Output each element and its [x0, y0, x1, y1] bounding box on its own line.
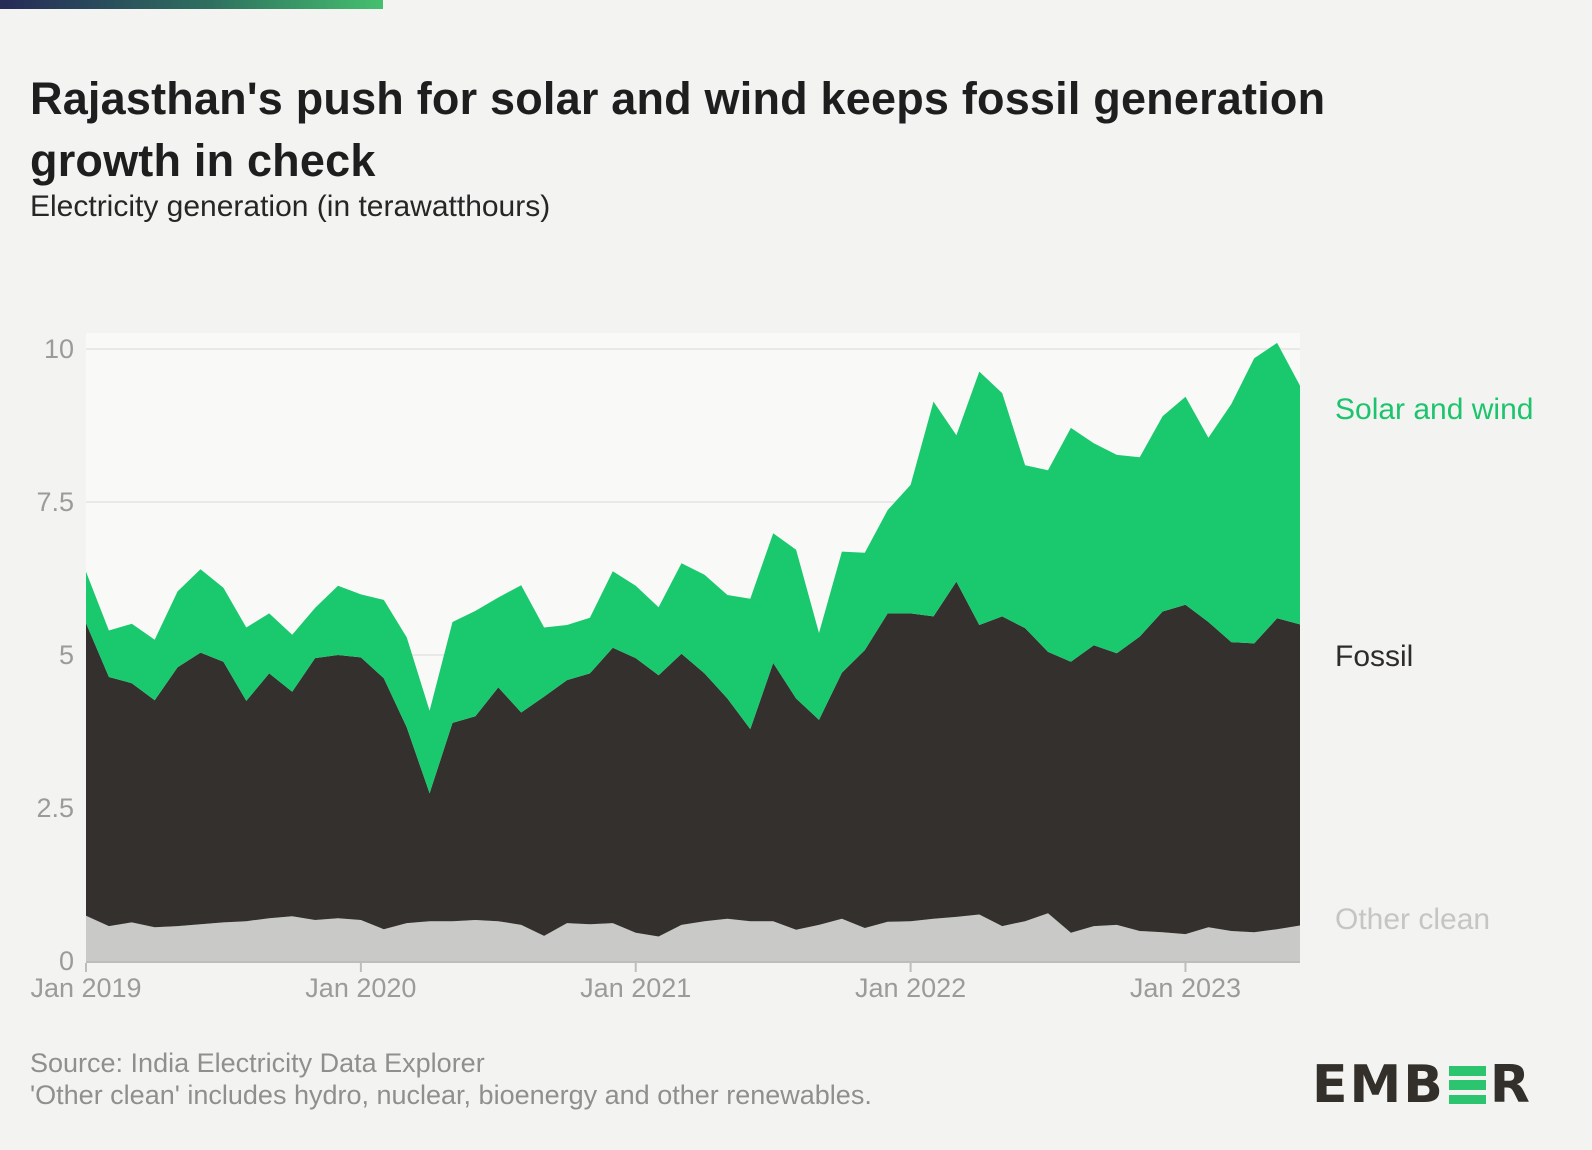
- definition-note: 'Other clean' includes hydro, nuclear, b…: [30, 1080, 872, 1110]
- legend-fossil: Fossil: [1335, 640, 1414, 673]
- brand-gradient-bar: [0, 0, 383, 9]
- ember-logo-e-icon: [1448, 1066, 1486, 1104]
- source-note: Source: India Electricity Data Explorer: [30, 1048, 485, 1078]
- chart-subtitle: Electricity generation (in terawatthours…: [30, 190, 551, 223]
- legend-other-clean: Other clean: [1335, 903, 1491, 936]
- ember-logo-text-left: EMB: [1312, 1055, 1445, 1115]
- legend-solar-and-wind: Solar and wind: [1335, 393, 1534, 426]
- ember-logo: EMB R: [1312, 1055, 1532, 1115]
- page-title: Rajasthan's push for solar and wind keep…: [30, 73, 1326, 186]
- ember-logo-text-right: R: [1489, 1055, 1532, 1115]
